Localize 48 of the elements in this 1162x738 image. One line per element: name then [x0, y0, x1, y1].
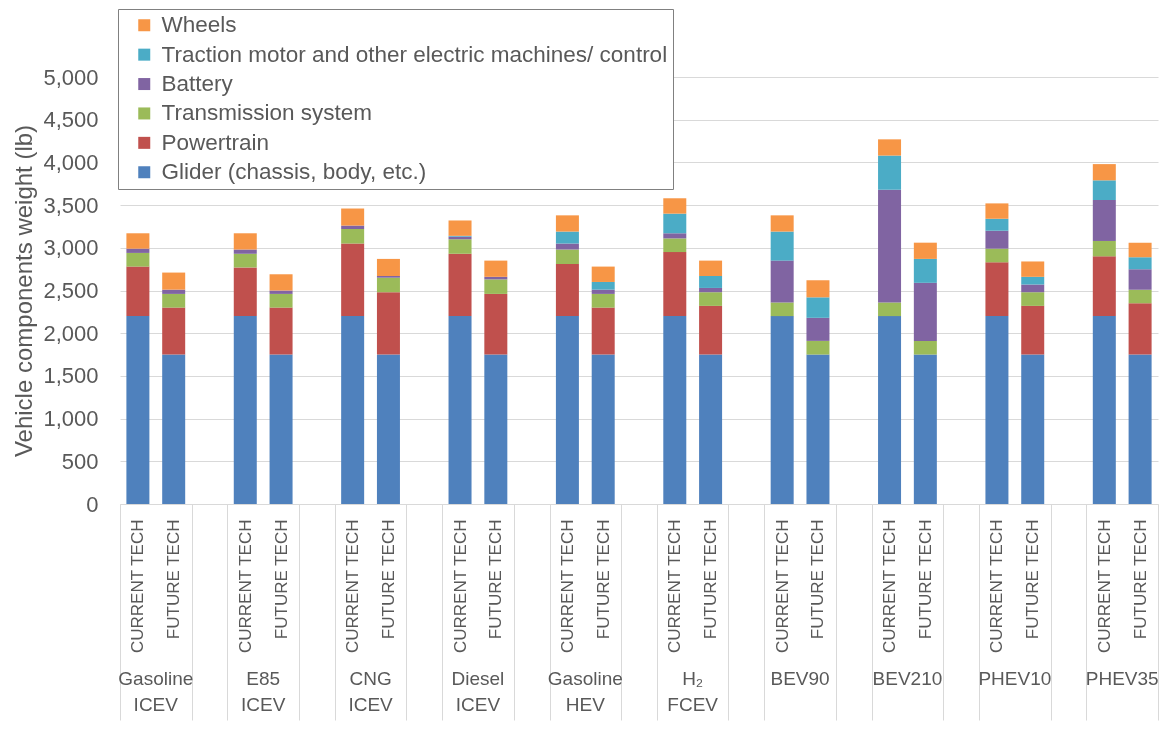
x-tick-label: CURRENT TECH [450, 519, 470, 653]
x-tick-label: CURRENT TECH [557, 519, 577, 653]
text: CNG ICEV [348, 668, 394, 715]
x-tick-label: CURRENT TECH [235, 519, 255, 653]
y-tick-label: 2,000 [43, 320, 99, 346]
text: PHEV10 [978, 668, 1052, 689]
legend-label: Transmission system [161, 100, 372, 126]
text: E85 ICEV [240, 668, 286, 715]
y-tick-label: 4,000 [43, 149, 99, 175]
y-tick-label: 4,500 [43, 107, 99, 133]
x-tick-label: CURRENT TECH [665, 519, 685, 653]
text: Diesel ICEV [451, 668, 505, 715]
x-tick-label: FUTURE TECH [808, 519, 828, 640]
y-axis-title: Vehicle components weight (lb) [10, 124, 38, 458]
text: BEV90 [770, 668, 830, 689]
y-tick-label: 5,000 [43, 64, 99, 90]
x-tick-label: CURRENT TECH [343, 519, 363, 653]
text: Gasoline HEV [547, 668, 623, 715]
x-tick-label: FUTURE TECH [486, 519, 506, 640]
legend-label: Traction motor and other electric machines/ control [161, 41, 668, 67]
x-tick-label: CURRENT TECH [128, 519, 148, 653]
x-tick-label: FUTURE TECH [1023, 519, 1043, 640]
text: BEV210 [872, 668, 943, 689]
legend-label: Glider (chassis, body, etc.) [161, 159, 427, 185]
x-tick-label: CURRENT TECH [880, 519, 900, 653]
x-tick-label: FUTURE TECH [1130, 519, 1150, 640]
y-tick-label: 2,500 [43, 278, 99, 303]
x-tick-label: FUTURE TECH [378, 519, 398, 640]
y-tick-label: 500 [61, 448, 99, 474]
y-tick-label: 0 [86, 491, 99, 517]
x-tick-label: FUTURE TECH [271, 519, 291, 640]
legend-label: Wheels [161, 12, 237, 38]
x-tick-label: CURRENT TECH [987, 519, 1007, 653]
legend-label: Battery [161, 71, 234, 97]
x-tick-label: CURRENT TECH [772, 519, 792, 653]
text: PHEV35 [1085, 668, 1159, 689]
y-tick-label: 3,500 [43, 192, 99, 218]
text: Gasoline ICEV [118, 668, 194, 715]
x-tick-label: FUTURE TECH [593, 519, 613, 640]
x-tick-label: CURRENT TECH [1094, 519, 1114, 653]
legend-label: Powertrain [161, 129, 270, 155]
x-tick-label: FUTURE TECH [701, 519, 721, 640]
y-tick-label: 1,500 [43, 363, 99, 389]
y-tick-label: 3,000 [43, 235, 99, 261]
x-tick-label: FUTURE TECH [164, 519, 184, 640]
text: H₂ FCEV [667, 668, 719, 715]
y-tick-label: 1,000 [43, 406, 99, 432]
x-tick-label: FUTURE TECH [915, 519, 935, 640]
